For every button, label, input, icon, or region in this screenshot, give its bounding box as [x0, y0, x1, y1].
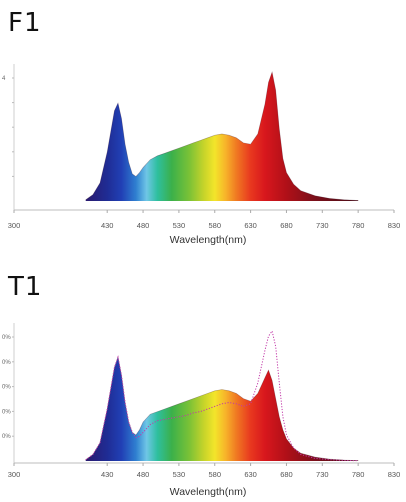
x-tick-label: 730 — [316, 221, 329, 230]
x-axis-label: Wavelength(nm) — [170, 486, 247, 498]
x-tick-label: 730 — [316, 470, 329, 479]
x-tick-label: 780 — [352, 221, 365, 230]
chart-f1: 4 300 430 480 530 580 630 680 730 780 830 Wavelengt… — [2, 64, 400, 246]
x-tick-label: 630 — [244, 221, 257, 230]
y-tick-label: 0% — [2, 409, 11, 415]
x-tick-label: 480 — [137, 470, 150, 479]
spectrum-area — [85, 72, 359, 201]
chart-title-f1: F1 — [8, 8, 42, 38]
x-tick-label: 830 — [388, 221, 401, 230]
x-tick-label: 680 — [280, 221, 293, 230]
x-tick-label: 530 — [173, 470, 186, 479]
chart-title-t1: T1 — [8, 272, 43, 302]
x-tick-label: 530 — [173, 221, 186, 230]
x-axis-label: Wavelength(nm) — [170, 234, 247, 246]
y-tick-label: 0% — [2, 434, 11, 440]
x-tick-label: 630 — [244, 470, 257, 479]
x-tick-label: 300 — [8, 470, 21, 479]
x-tick-label: 580 — [208, 470, 221, 479]
x-tick-label: 430 — [101, 470, 114, 479]
x-tick-label: 430 — [101, 221, 114, 230]
spectrum-area — [85, 357, 359, 461]
x-tick-label: 580 — [208, 221, 221, 230]
y-tick-label: 0% — [2, 335, 11, 341]
x-tick-label: 830 — [388, 470, 401, 479]
spectrum-outline — [85, 70, 359, 201]
x-tick-label: 300 — [8, 221, 21, 230]
series-line-dotted — [85, 329, 359, 462]
y-tick-label: 0% — [2, 385, 11, 391]
chart-t1: 0% 0% 0% 0% 0% 300 430 480 530 580 630 680 730 780 830… — [2, 323, 400, 498]
x-tick-label: 480 — [137, 221, 150, 230]
x-tick-label: 780 — [352, 470, 365, 479]
y-tick-label: 4 — [2, 76, 6, 82]
y-tick-label: 0% — [2, 360, 11, 366]
x-tick-label: 680 — [280, 470, 293, 479]
